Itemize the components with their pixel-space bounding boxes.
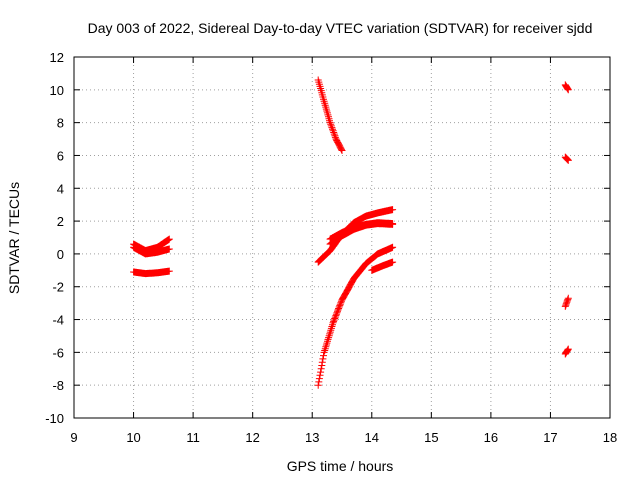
- y-tick-label: 0: [57, 247, 64, 262]
- y-tick-label: 12: [50, 50, 64, 65]
- data-point-markers: [130, 243, 173, 258]
- series-track-i: [368, 258, 397, 274]
- data-point-markers: [130, 267, 173, 278]
- y-tick-label: 10: [50, 83, 64, 98]
- series-track-k: [561, 153, 572, 164]
- y-tick-label: -4: [52, 313, 64, 328]
- x-tick-label: 18: [603, 430, 617, 445]
- y-tick-label: 4: [57, 181, 64, 196]
- series-track-l: [561, 294, 572, 310]
- y-axis-label: SDTVAR / TECUs: [6, 182, 22, 294]
- series-track-m: [561, 345, 572, 358]
- data-point-markers: [561, 81, 572, 94]
- y-tick-label: 8: [57, 116, 64, 131]
- series-track-h: [314, 243, 397, 389]
- x-tick-label: 9: [70, 430, 77, 445]
- plot-frame: [73, 56, 611, 419]
- x-tick-label: 10: [126, 430, 140, 445]
- x-tick-label: 16: [484, 430, 498, 445]
- x-axis-label: GPS time / hours: [287, 458, 394, 474]
- y-tick-label: 6: [57, 148, 64, 163]
- data-point-markers: [561, 153, 572, 164]
- data-point-markers: [368, 258, 397, 274]
- x-tick-label: 15: [424, 430, 438, 445]
- y-tick-label: 2: [57, 214, 64, 229]
- data-point-markers: [326, 219, 397, 243]
- x-tick-label: 13: [305, 430, 319, 445]
- series-track-c: [130, 267, 173, 278]
- series-track-j: [561, 81, 572, 94]
- y-tick-label: -6: [52, 345, 64, 360]
- x-tick-label: 11: [186, 430, 200, 445]
- chart-title: Day 003 of 2022, Sidereal Day-to-day VTE…: [88, 20, 593, 36]
- data-point-markers: [314, 76, 346, 154]
- x-tick-label: 12: [245, 430, 259, 445]
- x-tick-label: 17: [543, 430, 557, 445]
- series-track-e: [314, 206, 397, 266]
- data-point-markers: [314, 243, 397, 389]
- series-track-d: [314, 76, 346, 154]
- y-axis-ticks: -10 -8 -6 -4 -2 0 2 4 6 8 10 12: [45, 50, 610, 426]
- series-track-g: [326, 219, 397, 243]
- data-point-markers: [561, 345, 572, 358]
- x-tick-label: 14: [365, 430, 379, 445]
- data-point-markers: [561, 294, 572, 310]
- data-point-markers: [314, 206, 397, 266]
- y-tick-label: -8: [52, 378, 64, 393]
- data-points: [130, 76, 572, 389]
- y-tick-label: -10: [45, 411, 64, 426]
- series-track-b: [130, 243, 173, 258]
- y-tick-label: -2: [52, 280, 64, 295]
- grid-lines: [74, 57, 610, 418]
